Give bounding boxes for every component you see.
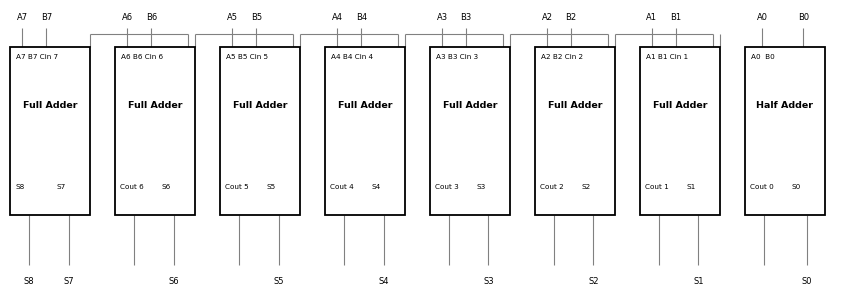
Text: B0: B0 (798, 13, 808, 22)
Text: A4 B4 Cin 4: A4 B4 Cin 4 (331, 54, 373, 60)
Text: S5: S5 (273, 277, 284, 286)
Text: S1: S1 (693, 277, 703, 286)
Text: A0  B0: A0 B0 (751, 54, 775, 60)
Text: Full Adder: Full Adder (338, 101, 392, 110)
Text: A0: A0 (757, 13, 767, 22)
Text: S0: S0 (791, 185, 801, 190)
Bar (220, 47, 300, 215)
Text: A2: A2 (542, 13, 552, 22)
Bar (10, 47, 90, 215)
Text: Full Adder: Full Adder (128, 101, 182, 110)
Text: A3 B3 Cin 3: A3 B3 Cin 3 (436, 54, 478, 60)
Text: B2: B2 (566, 13, 576, 22)
Text: A4: A4 (332, 13, 342, 22)
Text: B5: B5 (251, 13, 261, 22)
Text: S8: S8 (24, 277, 34, 286)
Text: Cout 2: Cout 2 (540, 185, 564, 190)
Text: B1: B1 (671, 13, 681, 22)
Text: S6: S6 (162, 185, 171, 190)
Text: A5: A5 (227, 13, 237, 22)
Text: S3: S3 (476, 185, 486, 190)
Text: B6: B6 (145, 13, 157, 22)
Text: Cout 5: Cout 5 (225, 185, 249, 190)
Bar (325, 47, 405, 215)
Text: Full Adder: Full Adder (443, 101, 497, 110)
Text: S7: S7 (57, 185, 66, 190)
Text: Full Adder: Full Adder (23, 101, 77, 110)
Text: B3: B3 (460, 13, 472, 22)
Text: A3: A3 (437, 13, 447, 22)
Text: A1 B1 Cin 1: A1 B1 Cin 1 (646, 54, 688, 60)
Text: A5 B5 Cin 5: A5 B5 Cin 5 (226, 54, 268, 60)
Text: S0: S0 (802, 277, 812, 286)
Text: S3: S3 (483, 277, 494, 286)
Text: A7 B7 Cin 7: A7 B7 Cin 7 (16, 54, 58, 60)
Text: A2 B2 Cin 2: A2 B2 Cin 2 (541, 54, 583, 60)
Bar (640, 47, 720, 215)
Text: S2: S2 (581, 185, 591, 190)
Text: Cout 3: Cout 3 (435, 185, 459, 190)
Text: S1: S1 (686, 185, 696, 190)
Text: Cout 0: Cout 0 (750, 185, 774, 190)
Text: S8: S8 (15, 185, 25, 190)
Text: S4: S4 (372, 185, 381, 190)
Bar (535, 47, 615, 215)
Text: S6: S6 (169, 277, 179, 286)
Bar (745, 47, 825, 215)
Text: Full Adder: Full Adder (548, 101, 602, 110)
Text: A6 B6 Cin 6: A6 B6 Cin 6 (121, 54, 163, 60)
Text: Cout 1: Cout 1 (645, 185, 669, 190)
Text: A1: A1 (647, 13, 657, 22)
Text: Cout 4: Cout 4 (330, 185, 354, 190)
Text: S7: S7 (64, 277, 74, 286)
Text: S5: S5 (267, 185, 276, 190)
Text: Half Adder: Half Adder (756, 101, 814, 110)
Text: Full Adder: Full Adder (233, 101, 287, 110)
Text: S4: S4 (378, 277, 389, 286)
Text: A7: A7 (17, 13, 28, 22)
Text: B7: B7 (40, 13, 52, 22)
Text: Full Adder: Full Adder (653, 101, 707, 110)
Bar (430, 47, 510, 215)
Text: A6: A6 (122, 13, 132, 22)
Text: S2: S2 (588, 277, 599, 286)
Bar (115, 47, 195, 215)
Text: Cout 6: Cout 6 (120, 185, 144, 190)
Text: B4: B4 (356, 13, 366, 22)
